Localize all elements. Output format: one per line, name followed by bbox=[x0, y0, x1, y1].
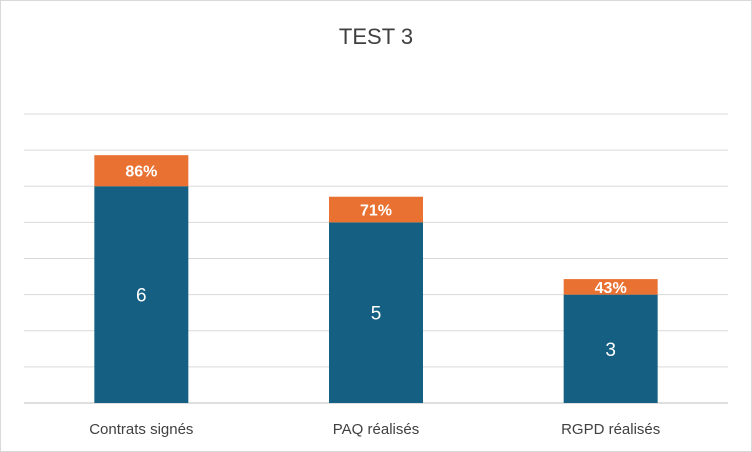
data-label-count: 3 bbox=[605, 340, 616, 361]
data-label-percentage: 71% bbox=[360, 203, 392, 220]
category-label: PAQ réalisés bbox=[333, 421, 419, 438]
bars bbox=[94, 155, 658, 403]
bar-count bbox=[94, 186, 189, 403]
data-label-count: 6 bbox=[136, 286, 147, 307]
category-label: RGPD réalisés bbox=[561, 421, 660, 438]
labels: 6 86% Contrats signés 5 71% PAQ réalisés 3 43% R… bbox=[89, 164, 660, 438]
category-label: Contrats signés bbox=[89, 421, 193, 438]
data-label-percentage: 43% bbox=[595, 280, 627, 297]
bar-count bbox=[563, 294, 658, 403]
data-label-percentage: 86% bbox=[125, 164, 157, 181]
bar-percentage bbox=[329, 196, 423, 223]
chart-title: TEST 3 bbox=[339, 24, 413, 49]
bar-percentage bbox=[563, 279, 658, 295]
data-label-count: 5 bbox=[371, 304, 382, 325]
bar-percentage bbox=[94, 155, 189, 187]
bar-count bbox=[329, 222, 423, 403]
